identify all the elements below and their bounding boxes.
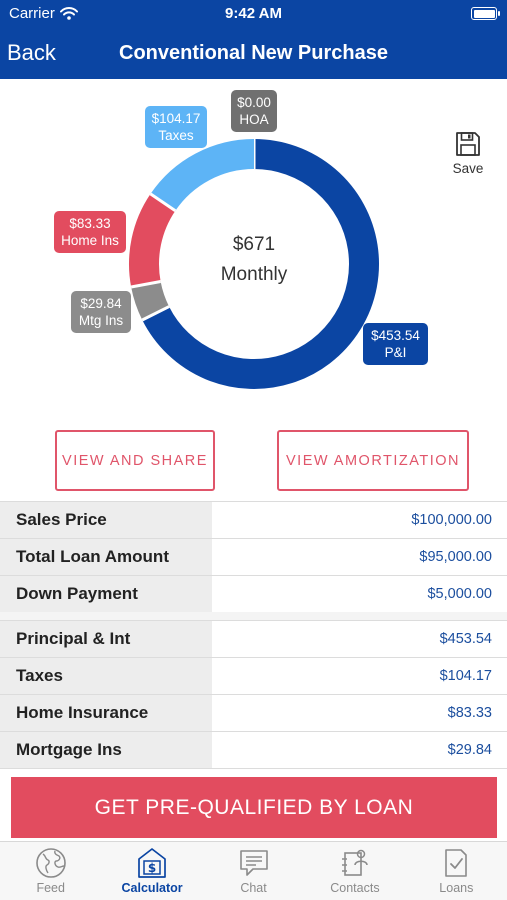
pi-tag-name: P&I: [384, 345, 407, 360]
monthly-total: $671: [232, 234, 276, 255]
pi-tag: $453.54 P&I: [363, 323, 428, 365]
save-button[interactable]: Save: [448, 131, 488, 176]
row-label: Total Loan Amount: [0, 539, 212, 575]
chat-icon: [239, 850, 268, 876]
save-label: Save: [452, 161, 484, 176]
mtg-ins-tag-name: Mtg Ins: [78, 313, 124, 328]
hoa-tag-amount: $0.00: [237, 95, 271, 110]
hoa-tag-name: HOA: [239, 112, 269, 127]
home-ins-tag-amount: $83.33: [69, 216, 111, 231]
donut-segment-taxes: [150, 139, 255, 212]
row-value[interactable]: $104.17: [439, 668, 492, 684]
row-value[interactable]: $100,000.00: [411, 512, 492, 528]
taxes-tag-amount: $104.17: [151, 111, 201, 126]
row-value[interactable]: $453.54: [439, 631, 492, 647]
tab-chat[interactable]: Chat: [203, 842, 304, 900]
donut-segment-p-i: [142, 139, 379, 389]
view-amortization-button[interactable]: VIEW AMORTIZATION: [277, 430, 469, 491]
status-bar: Carrier 9:42 AM: [0, 0, 507, 28]
row-label: Home Insurance: [0, 695, 212, 731]
calculator-dollar-icon: $: [138, 848, 166, 878]
tab-loans[interactable]: Loans: [406, 842, 507, 900]
tab-label: Calculator: [121, 881, 183, 895]
floppy-disk-icon: [456, 132, 480, 156]
monthly-label: Monthly: [220, 264, 288, 285]
app-header: Carrier 9:42 AM Back Conventional New Pu…: [0, 0, 507, 79]
loan-details-table: Sales Price $100,000.00 Total Loan Amoun…: [0, 501, 507, 613]
view-and-share-button[interactable]: VIEW AND SHARE: [55, 430, 215, 491]
get-pre-qualified-button[interactable]: GET PRE-QUALIFIED BY LOAN: [11, 777, 497, 838]
carrier-label: Carrier: [9, 5, 55, 22]
table-row: Home Insurance $83.33: [0, 695, 507, 732]
tab-calculator[interactable]: $ Calculator: [101, 842, 202, 900]
row-label: Down Payment: [0, 576, 212, 612]
back-button[interactable]: Back: [7, 40, 56, 65]
row-label: Taxes: [0, 658, 212, 694]
clock: 9:42 AM: [225, 5, 282, 22]
donut-segment-home-ins: [129, 193, 176, 288]
svg-text:$: $: [148, 861, 156, 875]
row-value[interactable]: $29.84: [447, 742, 492, 758]
donut-chart: [129, 139, 379, 389]
tab-label: Chat: [240, 881, 267, 895]
mtg-ins-tag: $29.84 Mtg Ins: [71, 291, 131, 333]
globe-icon: [35, 848, 66, 878]
row-value[interactable]: $83.33: [447, 705, 492, 721]
donut-separator: [141, 305, 170, 322]
tab-feed[interactable]: Feed: [0, 842, 101, 900]
payment-breakdown-chart: $671 Monthly $104.17 Taxes $0.00 HOA $83…: [0, 79, 507, 419]
table-row: Sales Price $100,000.00: [0, 502, 507, 539]
donut-separator: [149, 192, 177, 212]
table-row: Taxes $104.17: [0, 658, 507, 695]
wifi-icon: [59, 7, 78, 20]
taxes-tag: $104.17 Taxes: [145, 106, 207, 148]
row-value[interactable]: $95,000.00: [419, 549, 492, 565]
payment-details-table: Principal & Int $453.54 Taxes $104.17 Ho…: [0, 620, 507, 769]
table-row: Mortgage Ins $29.84: [0, 732, 507, 769]
mtg-ins-tag-amount: $29.84: [80, 296, 122, 311]
pi-tag-amount: $453.54: [371, 328, 420, 343]
tab-label: Feed: [36, 881, 65, 895]
row-value[interactable]: $5,000.00: [427, 586, 492, 602]
donut-separator: [130, 280, 161, 289]
table-row: Down Payment $5,000.00: [0, 576, 507, 613]
row-label: Mortgage Ins: [0, 732, 212, 768]
tab-contacts[interactable]: Contacts: [304, 842, 405, 900]
home-ins-tag: $83.33 Home Ins: [54, 211, 126, 253]
tab-label: Contacts: [330, 881, 380, 895]
battery-icon: [471, 7, 500, 20]
hoa-tag: $0.00 HOA: [231, 90, 277, 132]
page-title: Conventional New Purchase: [119, 42, 388, 64]
tab-label: Loans: [439, 881, 474, 895]
table-row: Total Loan Amount $95,000.00: [0, 539, 507, 576]
navigation-bar: Back Conventional New Purchase: [0, 38, 507, 68]
carrier-indicator: Carrier: [9, 5, 78, 22]
home-ins-tag-name: Home Ins: [61, 233, 119, 248]
document-check-icon: [445, 849, 468, 877]
tab-bar: Feed $ Calculator Chat Contacts: [0, 841, 507, 900]
contacts-icon: [341, 849, 368, 876]
donut-segment-mtg-ins: [131, 281, 170, 321]
row-label: Sales Price: [0, 502, 212, 538]
row-label: Principal & Int: [0, 621, 212, 657]
section-divider: [0, 612, 507, 620]
table-row: Principal & Int $453.54: [0, 621, 507, 658]
taxes-tag-name: Taxes: [158, 128, 194, 143]
